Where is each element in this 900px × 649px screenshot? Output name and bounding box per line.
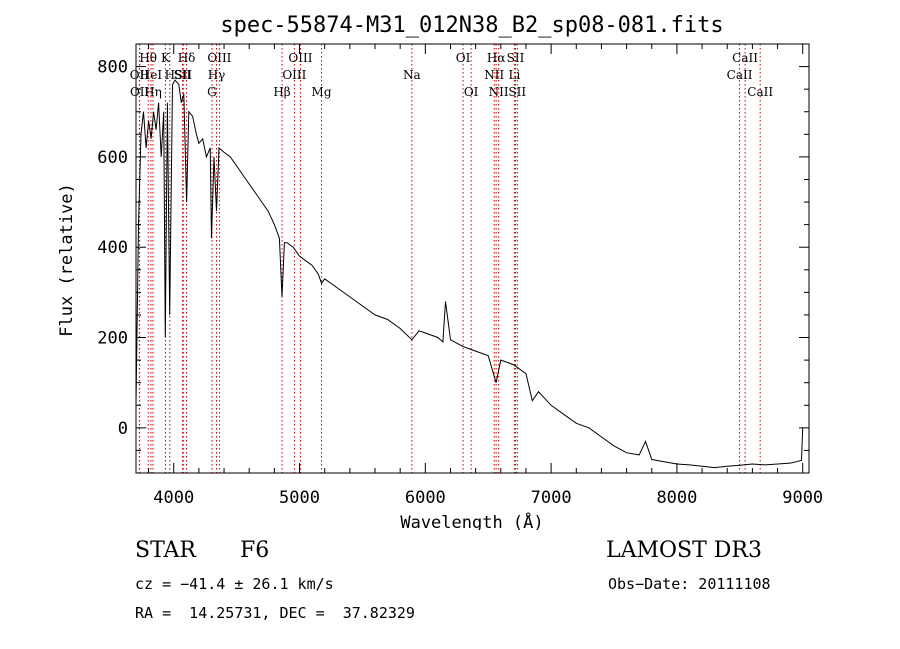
y-tick-label-400: 400 (97, 238, 128, 258)
x-tick-label-6000: 6000 (405, 488, 446, 508)
x-axis-ticks: 4000 5000 6000 7000 8000 9000 (148, 44, 823, 508)
line-label-20: Hα (487, 51, 506, 65)
line-label-0: Hθ (139, 51, 157, 65)
line-label-13: Hβ (273, 85, 290, 99)
line-label-8: SII (174, 68, 192, 82)
survey-name: LAMOST DR3 (606, 538, 762, 563)
line-label-7: Hδ (178, 51, 196, 65)
line-label-10: OIII (207, 51, 231, 65)
line-label-3: HeI (140, 68, 163, 82)
line-label-14: OIII (288, 51, 312, 65)
object-subclass: F6 (240, 538, 270, 563)
line-label-24: Li (508, 68, 520, 82)
y-tick-label-0: 0 (118, 419, 128, 439)
line-label-5: K (161, 51, 171, 65)
line-label-22: NII (489, 85, 509, 99)
line-label-19: OI (464, 85, 479, 99)
object-class: STAR (135, 538, 196, 563)
x-tick-label-7000: 7000 (531, 488, 572, 508)
line-label-11: Hγ (208, 68, 226, 82)
line-label-16: Mg (312, 85, 332, 99)
y-axis-ticks: 0 200 400 600 800 (97, 43, 809, 474)
line-label-23: SII (507, 51, 525, 65)
line-label-27: CaII (727, 68, 753, 82)
x-tick-label-4000: 4000 (153, 488, 194, 508)
line-label-17: Na (403, 68, 421, 82)
spectrum-line (135, 79, 804, 469)
x-tick-label-9000: 9000 (782, 488, 823, 508)
sky-coordinates: RA = 14.25731, DEC = 37.82329 (135, 604, 415, 622)
line-label-4: Hη (144, 85, 162, 99)
line-markers (138, 44, 761, 473)
y-tick-label-200: 200 (97, 329, 128, 349)
line-label-18: OI (456, 51, 471, 65)
line-label-2: OII (130, 85, 150, 99)
plot-frame (135, 43, 810, 474)
x-tick-label-8000: 8000 (656, 488, 697, 508)
redshift-velocity: cz = −41.4 ± 26.1 km/s (135, 575, 334, 593)
x-tick-label-5000: 5000 (279, 488, 320, 508)
line-label-12: G (207, 85, 217, 99)
observation-date: Obs−Date: 20111108 (608, 575, 771, 593)
line-label-26: CaII (732, 51, 758, 65)
y-axis-label: Flux (relative) (57, 183, 77, 337)
y-tick-label-800: 800 (97, 58, 128, 78)
x-axis-label: Wavelength (Å) (400, 511, 543, 530)
line-label-15: OIII (282, 68, 306, 82)
y-tick-label-600: 600 (97, 148, 128, 168)
line-label-9: SII (174, 68, 192, 82)
line-label-25: SII (508, 85, 526, 99)
line-label-6: H (165, 68, 175, 82)
line-label-21: NII (484, 68, 504, 82)
line-label-1: OII (130, 68, 150, 82)
chart-title: spec-55874-M31_012N38_B2_sp08-081.fits (220, 13, 723, 38)
line-label-28: CaII (747, 85, 773, 99)
